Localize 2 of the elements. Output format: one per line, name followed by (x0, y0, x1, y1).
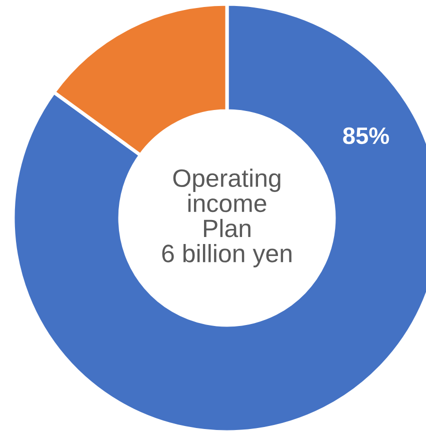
text: Operating income Plan 6 billion yen (162, 168, 292, 268)
data-label: 85% (343, 127, 390, 144)
